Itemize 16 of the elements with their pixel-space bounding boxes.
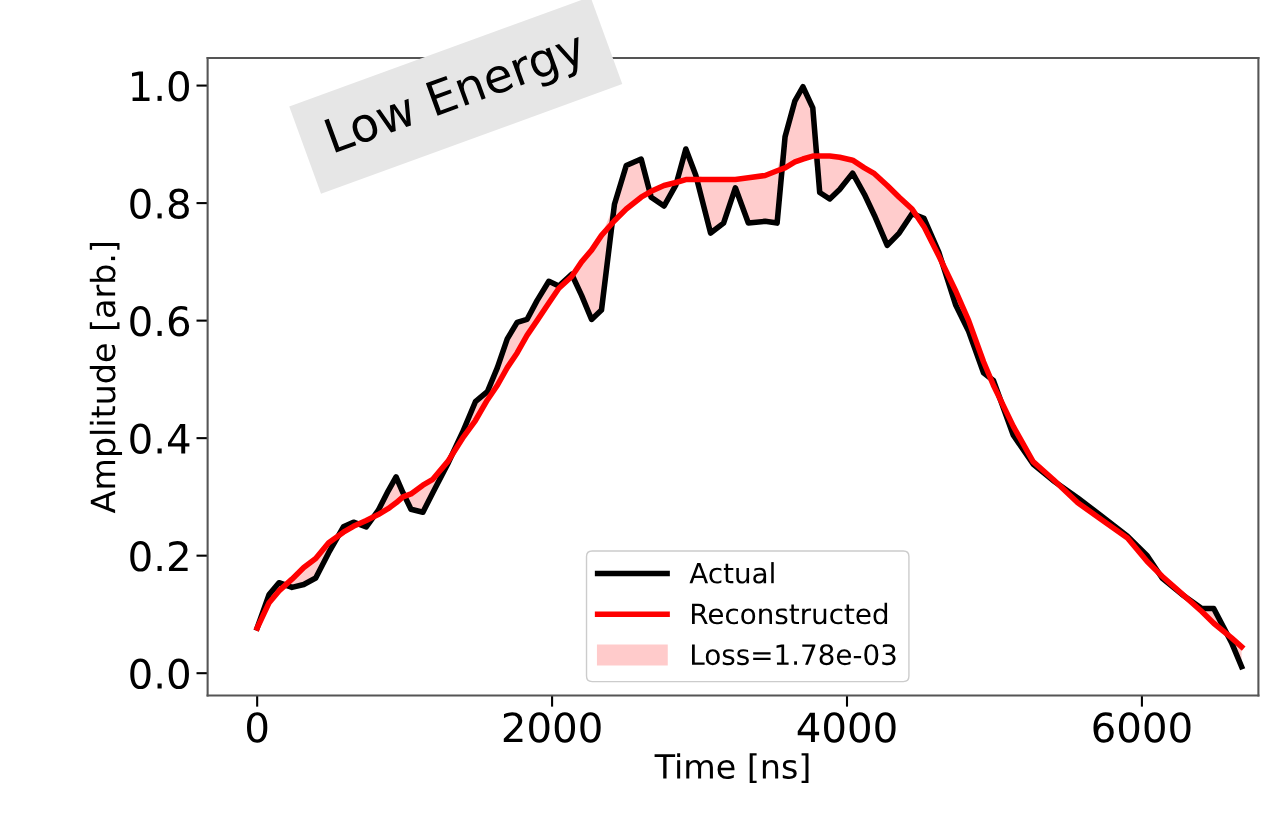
legend-label: Reconstructed xyxy=(692,602,888,625)
x-tick-label: 4000 xyxy=(797,712,896,743)
y-tick-label: 0.0 xyxy=(130,658,189,690)
y-tick-label: 0.2 xyxy=(130,541,188,572)
annotation: Loss=1.78e-03 xyxy=(692,644,896,666)
x-tick-label: 6000 xyxy=(1093,712,1191,743)
x-axis-title: Time [ns] xyxy=(654,753,809,783)
annotation: Low Energy xyxy=(324,28,591,162)
y-tick-label: 1.0 xyxy=(132,70,189,102)
legend-label: Actual xyxy=(689,562,774,584)
x-tick-label: 2000 xyxy=(503,712,601,743)
y-axis-title: Amplitude [arb.] xyxy=(89,242,123,514)
y-tick-label: 0.6 xyxy=(130,306,190,337)
y-tick-label: 0.4 xyxy=(130,423,190,455)
x-tick-label: 0 xyxy=(247,712,268,743)
y-tick-label: 0.8 xyxy=(130,188,189,219)
